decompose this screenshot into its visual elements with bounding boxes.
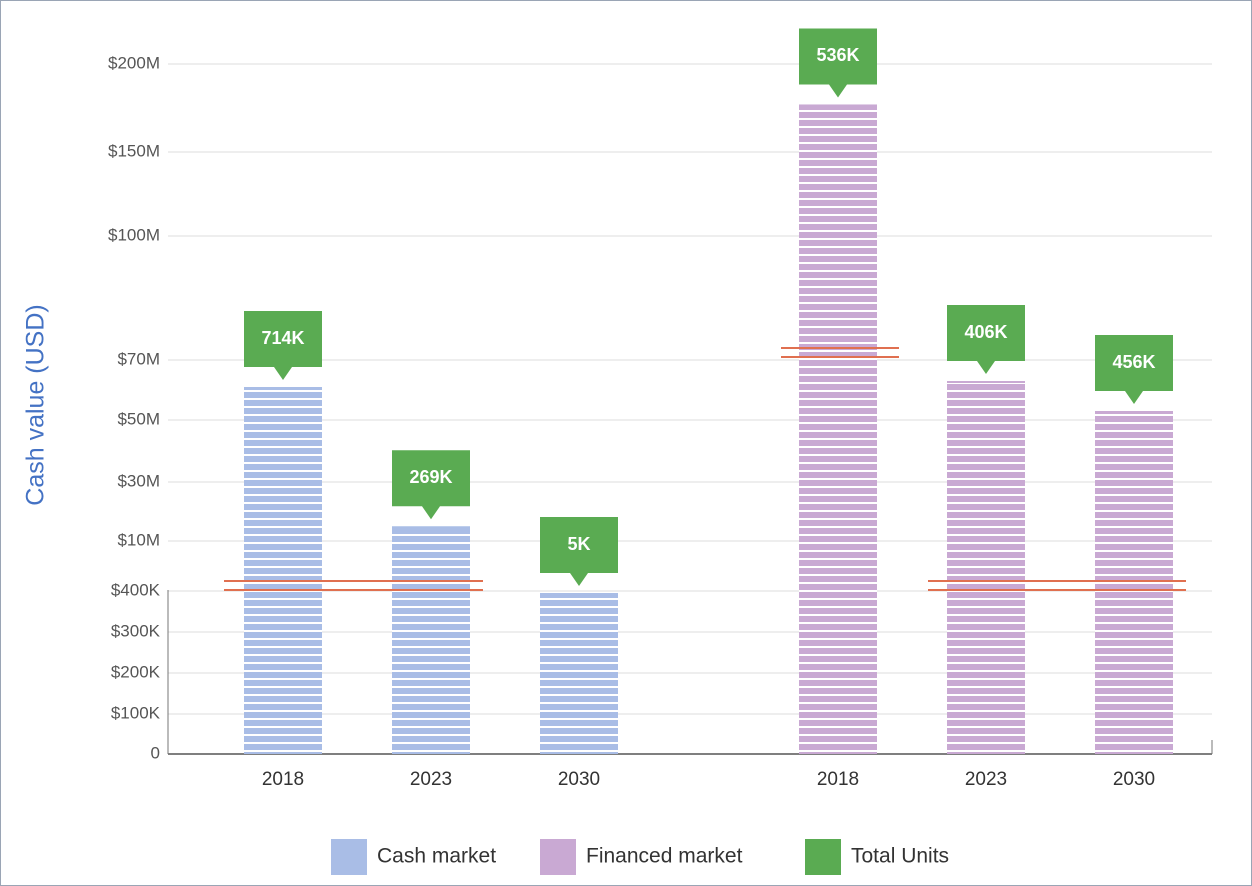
x-tick-label: 2030 (558, 769, 600, 790)
bar-top (799, 104, 877, 107)
legend-swatch (331, 839, 367, 875)
y-tick-label: $100M (108, 225, 160, 244)
legend-label: Financed market (586, 845, 743, 868)
y-tick-label: 0 (151, 743, 160, 762)
bar-top (947, 381, 1025, 383)
y-tick-label: $50M (117, 409, 160, 428)
y-tick-label: $200K (111, 662, 161, 681)
bar (947, 381, 1025, 754)
y-tick-label: $30M (117, 471, 160, 490)
bar-top (540, 593, 618, 596)
bar (244, 387, 322, 754)
callout-label: 269K (409, 467, 452, 487)
callout (1095, 335, 1173, 404)
bar-top (1095, 411, 1173, 413)
callout-label: 456K (1112, 352, 1155, 372)
y-axis-label: Cash value (USD) (22, 304, 50, 505)
x-tick-label: 2018 (262, 769, 304, 790)
legend-swatch (540, 839, 576, 875)
bar (392, 526, 470, 754)
x-tick-label: 2018 (817, 769, 859, 790)
bar-top (392, 526, 470, 529)
y-tick-label: $400K (111, 580, 161, 599)
callout (540, 517, 618, 587)
callout (799, 28, 877, 98)
bar-top (244, 387, 322, 389)
y-tick-label: $150M (108, 141, 160, 160)
callout (392, 450, 470, 520)
y-tick-label: $200M (108, 53, 160, 72)
bar (1095, 411, 1173, 754)
callout (244, 311, 322, 380)
y-tick-label: $100K (111, 703, 161, 722)
bar (799, 104, 877, 755)
x-tick-label: 2030 (1113, 769, 1155, 790)
callout-label: 536K (816, 45, 859, 65)
callout-label: 406K (964, 322, 1007, 342)
x-tick-label: 2023 (965, 769, 1007, 790)
callout-label: 714K (261, 328, 304, 348)
legend-label: Cash market (377, 845, 496, 868)
callout-label: 5K (567, 534, 590, 554)
callout (947, 305, 1025, 374)
legend-label: Total Units (851, 845, 949, 868)
legend-swatch (805, 839, 841, 875)
y-tick-label: $70M (117, 349, 160, 368)
bar (540, 593, 618, 754)
y-tick-label: $10M (117, 530, 160, 549)
x-tick-label: 2023 (410, 769, 452, 790)
y-tick-label: $300K (111, 621, 161, 640)
